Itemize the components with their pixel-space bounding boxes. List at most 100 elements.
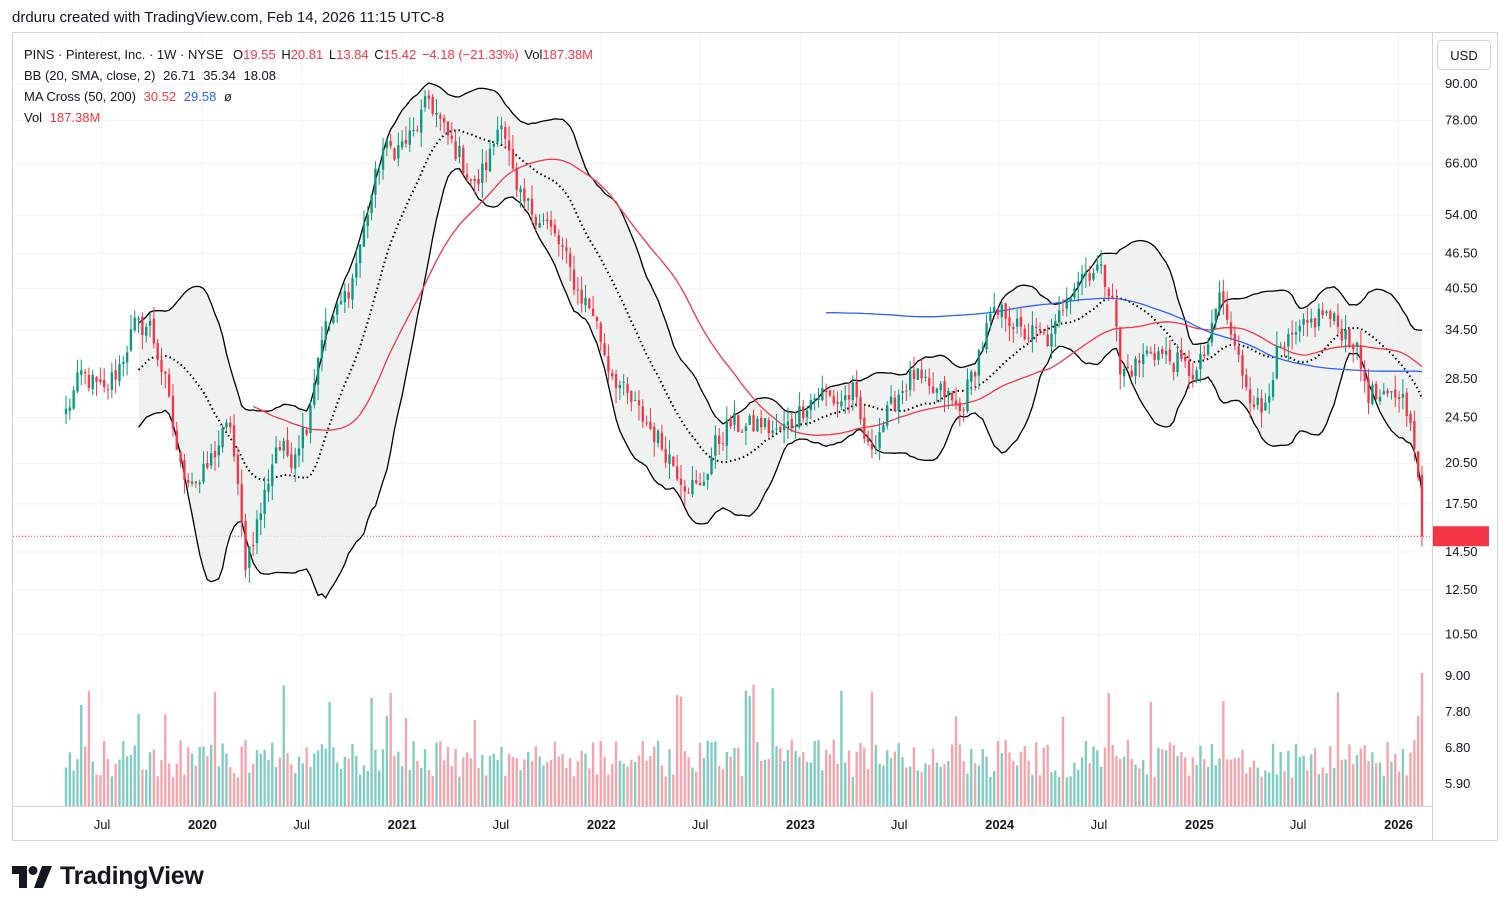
volume-bar (1248, 767, 1252, 806)
legend-ohlc-row[interactable]: PINS · Pinterest, Inc. · 1W · NYSE O19.5… (24, 44, 593, 65)
volume-bar (1012, 760, 1015, 806)
volume-bar (465, 752, 469, 806)
volume-bar (328, 701, 331, 806)
volume-value: 187.38M (542, 47, 593, 62)
candle-body (802, 406, 805, 419)
volume-bar (1199, 745, 1202, 806)
candle-body (954, 400, 958, 405)
candle-body (1237, 346, 1240, 355)
vol-indicator-label[interactable]: Vol (24, 110, 43, 125)
candle-body (599, 323, 602, 343)
volume-bar (889, 758, 893, 806)
candle-body (530, 199, 534, 215)
volume-bar (1004, 739, 1007, 806)
candle-body (1046, 334, 1049, 347)
candle-body (813, 398, 816, 401)
ma-label[interactable]: MA Cross (50, 200) (24, 89, 136, 104)
volume-bar (393, 755, 396, 806)
volume-bar (148, 752, 152, 806)
volume-bar (591, 742, 595, 806)
volume-bar (1214, 764, 1217, 806)
candle-body (1153, 352, 1156, 360)
volume-bar (561, 754, 564, 806)
time-tick-label: 2025 (1185, 817, 1214, 832)
volume-bar (786, 749, 790, 806)
volume-bar (225, 753, 228, 806)
time-tick-label: Jul (94, 817, 111, 832)
candle-body (775, 428, 778, 430)
candle-body (664, 448, 667, 463)
currency-button[interactable]: USD (1437, 40, 1491, 70)
volume-bar (496, 759, 499, 806)
volume-bar (1363, 745, 1366, 806)
volume-bar (916, 770, 919, 806)
volume-bar (1409, 752, 1412, 806)
legend-bb-row[interactable]: BB (20, SMA, close, 2) 26.71 35.34 18.08 (24, 65, 593, 86)
volume-bar (981, 749, 984, 806)
volume-bar (1035, 742, 1038, 806)
volume-bar (125, 756, 129, 806)
volume-bar (779, 748, 782, 806)
candle-body (95, 376, 98, 382)
volume-bar (687, 756, 690, 806)
candle-body (1199, 354, 1202, 370)
legend-vol-row[interactable]: Vol 187.38M (24, 107, 593, 128)
volume-bar (599, 740, 602, 806)
candle-body (194, 481, 198, 483)
volume-bar (901, 757, 904, 806)
candle-body (1378, 396, 1382, 402)
candle-body (1172, 363, 1175, 372)
candle-body (1088, 273, 1091, 281)
candle-body (1352, 344, 1355, 350)
symbol-line[interactable]: PINS · Pinterest, Inc. · 1W · NYSE (24, 47, 224, 62)
volume-bar (886, 750, 889, 806)
time-tick-label: 2023 (786, 817, 815, 832)
candle-body (1313, 318, 1317, 328)
volume-bar (649, 756, 652, 806)
candle-body (912, 370, 916, 380)
candle-body (236, 454, 240, 484)
candle-body (1057, 310, 1061, 323)
candle-body (710, 456, 713, 475)
volume-bar (920, 772, 923, 806)
legend-ma-row[interactable]: MA Cross (50, 200) 30.52 29.58 ø (24, 86, 593, 107)
volume-bar (1352, 764, 1355, 806)
volume-bar (771, 688, 774, 806)
candle-body (309, 405, 312, 434)
candle-body (1386, 390, 1389, 394)
volume-bar (420, 767, 423, 806)
volume-bar (167, 763, 171, 806)
candle-body (786, 421, 790, 426)
candle-body (167, 374, 171, 397)
candle-body (320, 340, 324, 359)
candle-body (931, 386, 935, 394)
candle-body (99, 379, 102, 383)
volume-bar (1321, 767, 1324, 806)
candle-body (381, 147, 385, 170)
candle-body (760, 417, 763, 428)
candle-body (190, 481, 194, 484)
price-tick-label: 40.50 (1445, 281, 1478, 296)
volume-bar (103, 740, 106, 806)
candle-body (450, 135, 453, 139)
volume-bar (664, 776, 667, 806)
volume-bar (931, 748, 935, 806)
bb-label[interactable]: BB (20, SMA, close, 2) (24, 68, 156, 83)
volume-bar (313, 753, 316, 806)
price-tick-label: 78.00 (1445, 113, 1478, 128)
volume-bar (404, 717, 408, 806)
volume-bar (584, 753, 587, 806)
volume-bar (358, 774, 362, 806)
volume-bar (106, 758, 110, 806)
volume-bar (1405, 775, 1408, 806)
volume-bar (534, 746, 538, 806)
volume-bar (343, 756, 347, 806)
volume-bar (870, 692, 874, 806)
volume-bar (1073, 762, 1076, 806)
candle-body (389, 141, 392, 146)
volume-bar (1302, 755, 1305, 806)
volume-bar (427, 770, 431, 806)
candle-body (1248, 389, 1252, 404)
volume-bar (504, 775, 507, 806)
